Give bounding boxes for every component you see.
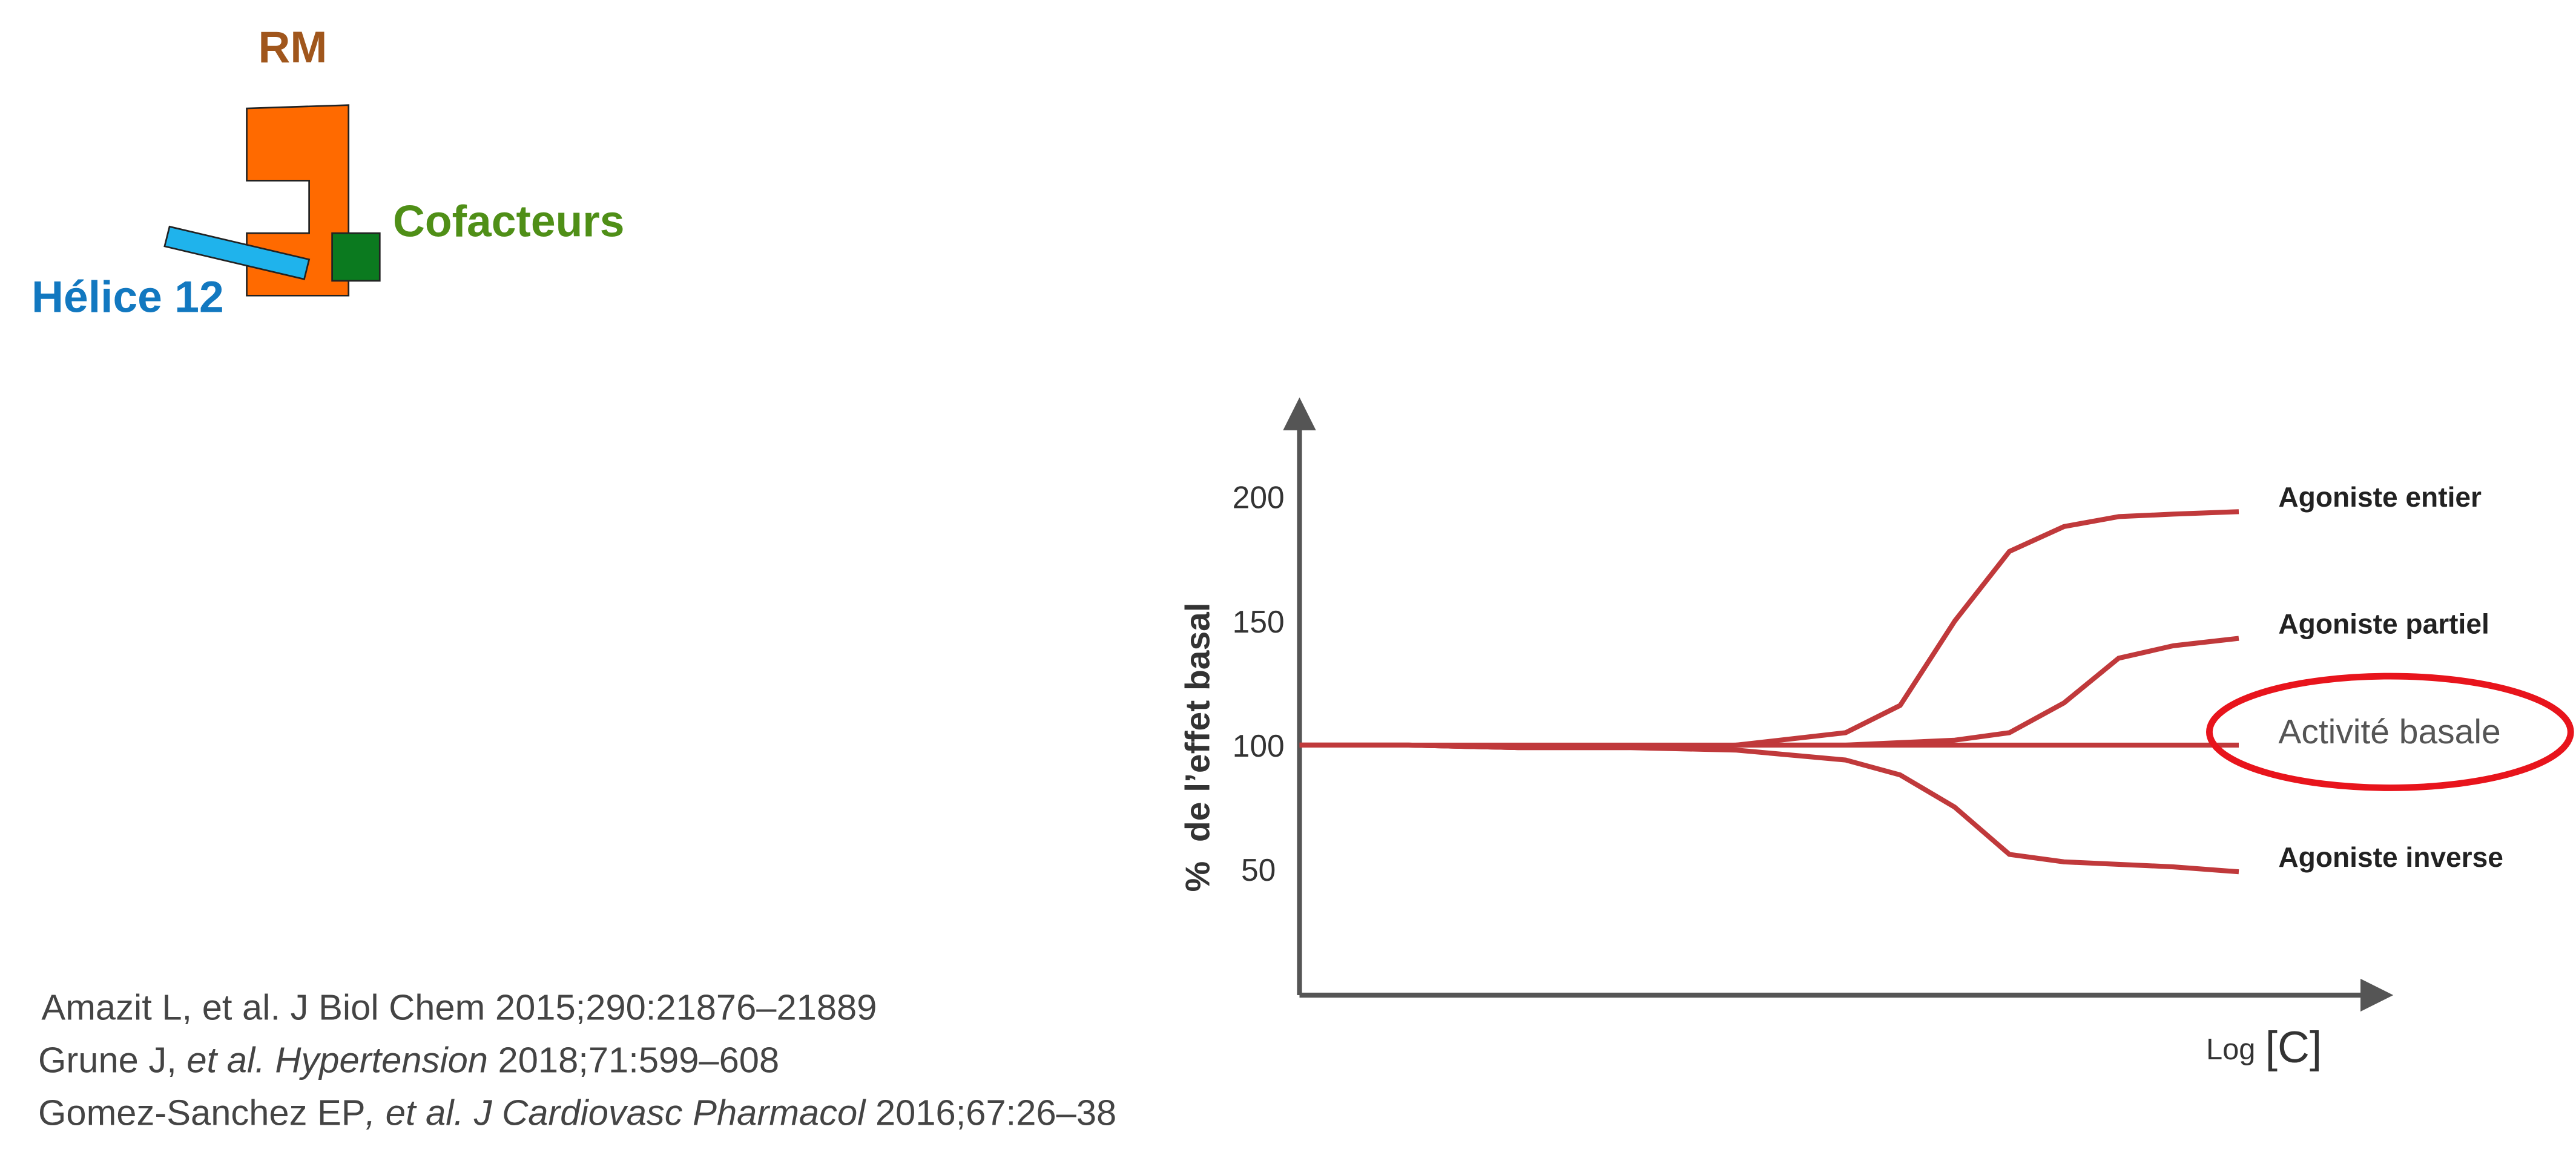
y-tick-label: 200	[1233, 480, 1285, 515]
highlight-ellipse	[2205, 673, 2574, 791]
helix-label: Hélice 12	[31, 272, 224, 321]
chart: % de l’effet basal Log [C] 50 100 150 200 Ag…	[1178, 397, 2574, 1072]
reference-part: Amazit L, et al. J Biol Chem 2015;290:21…	[41, 987, 877, 1028]
y-tick-label: 50	[1241, 852, 1276, 887]
reference-part: , et al. J Cardiovasc Pharmacol	[366, 1092, 867, 1133]
reference-part: Gomez-Sanchez EP	[38, 1092, 366, 1133]
y-tick-label: 150	[1233, 604, 1285, 639]
x-axis-label: Log	[2206, 1033, 2255, 1066]
x-axis-label: [C]	[2265, 1022, 2322, 1072]
cofactor-label: Cofacteurs	[393, 197, 625, 246]
legend-label: Agoniste inverse	[2278, 841, 2503, 873]
reference-part: 2016;67:26–38	[865, 1092, 1116, 1133]
x-arrow	[2360, 978, 2394, 1012]
y-tick-label: 100	[1233, 728, 1285, 763]
reference-part: 2018;71:599–608	[488, 1040, 779, 1080]
reference-part: Grune J,	[38, 1040, 186, 1080]
series-line	[1299, 742, 2239, 875]
series-line	[1299, 509, 2239, 751]
references: Amazit L, et al. J Biol Chem 2015;290:21…	[38, 987, 1116, 1133]
receptor-label: RM	[259, 22, 328, 72]
receptor-shape	[246, 104, 350, 297]
reference: Grune J, et al. Hypertension 2018;71:599…	[38, 1040, 779, 1080]
legend-label: Agoniste entier	[2278, 481, 2482, 513]
y-axis-label: % de l’effet basal	[1178, 602, 1217, 892]
reference: Gomez-Sanchez EP, et al. J Cardiovasc Ph…	[38, 1092, 1116, 1133]
cofactor-shape	[331, 232, 381, 282]
reference-part: et al. Hypertension	[186, 1040, 488, 1080]
helix-shape	[163, 225, 311, 280]
legend-label: Activité basale	[2278, 712, 2500, 751]
series-line	[1299, 636, 2239, 751]
reference: Amazit L, et al. J Biol Chem 2015;290:21…	[41, 987, 877, 1028]
y-arrow	[1283, 397, 1316, 430]
legend-label: Agoniste partiel	[2278, 608, 2489, 639]
